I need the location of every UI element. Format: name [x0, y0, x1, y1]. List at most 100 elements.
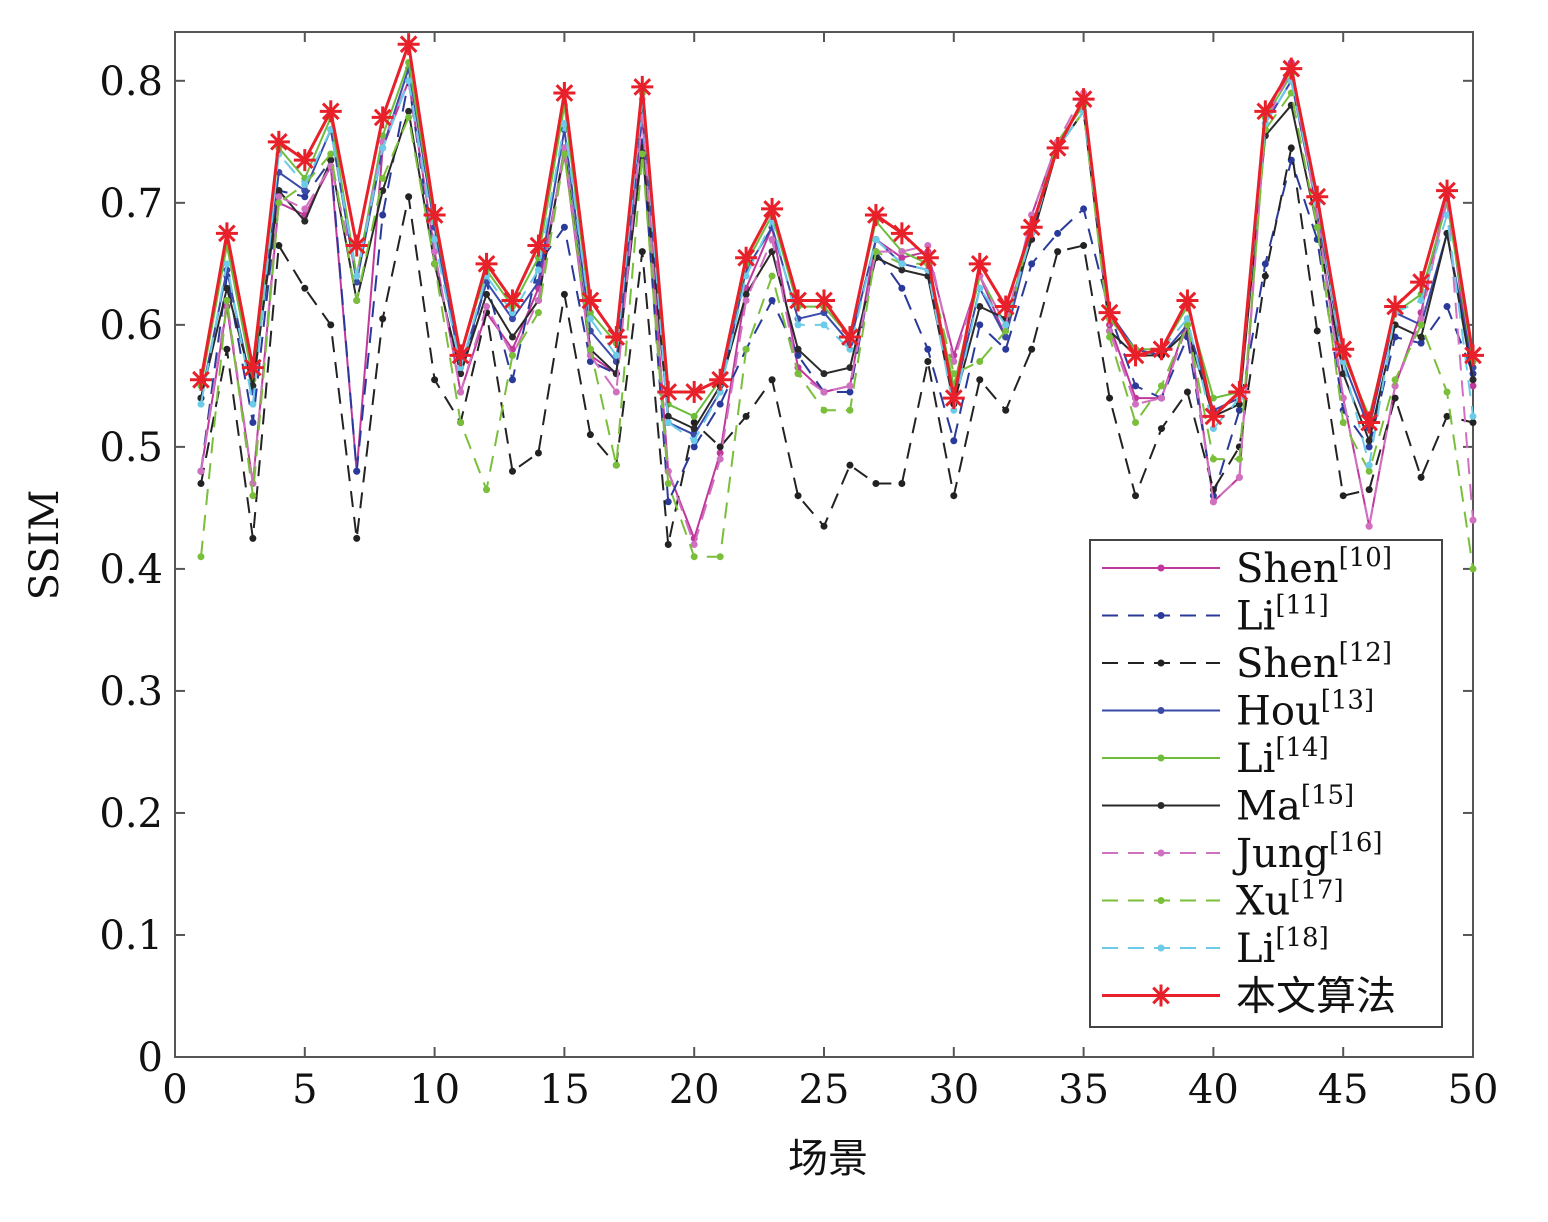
data-point [976, 376, 984, 384]
series-line [200, 79, 1474, 503]
data-point [1228, 380, 1251, 403]
legend-item: Hou[13] [1102, 686, 1374, 735]
axis-ticks: 0 5 10 15 20 25 30 35 40 45 50 0 0.1 0.2 0.3 0.4 0.5 0.6 0… [99, 32, 1498, 1113]
data-point [1132, 400, 1140, 408]
data-point [560, 120, 568, 128]
data-point [976, 357, 984, 365]
data-point [872, 479, 880, 487]
data-point [709, 368, 732, 391]
data-point [1339, 357, 1347, 365]
data-point [950, 406, 958, 414]
data-point [683, 380, 706, 403]
data-point [527, 234, 550, 257]
series-2 [197, 144, 1477, 548]
y-tick-label: 0.3 [99, 669, 163, 715]
legend-item: 本文算法 [1102, 974, 1396, 1020]
data-point [768, 235, 776, 243]
data-point [1106, 394, 1114, 402]
data-point [872, 235, 880, 243]
data-point [1280, 57, 1303, 80]
data-point [379, 174, 387, 182]
data-point [1358, 411, 1381, 434]
data-point [1365, 486, 1373, 494]
y-tick-label: 0.6 [99, 303, 163, 349]
data-point [586, 315, 594, 323]
data-point [916, 246, 939, 269]
data-point [846, 364, 854, 372]
data-point [1098, 301, 1121, 324]
data-point [1469, 376, 1477, 384]
data-point [690, 437, 698, 445]
data-point [431, 248, 439, 256]
data-point [631, 75, 654, 98]
series-7 [197, 89, 1477, 573]
series-layer [189, 33, 1484, 573]
data-point [1054, 248, 1062, 256]
data-point [1209, 455, 1217, 463]
series-line [200, 92, 1474, 570]
data-point [379, 315, 387, 323]
data-point [1209, 425, 1217, 433]
x-tick-label: 45 [1318, 1067, 1369, 1113]
data-point [197, 400, 205, 408]
data-point [275, 193, 283, 201]
data-point [560, 223, 568, 231]
data-point [1462, 344, 1484, 367]
data-point [1365, 467, 1373, 475]
data-point [508, 333, 516, 341]
data-point [215, 222, 238, 245]
legend-item: Li[18] [1102, 923, 1329, 972]
data-point [560, 144, 568, 152]
legend-label: Shen[10] [1236, 543, 1392, 592]
data-point [534, 266, 542, 274]
data-point [449, 344, 472, 367]
data-point [664, 418, 672, 426]
data-point [838, 326, 861, 349]
data-point [1391, 394, 1399, 402]
data-point [820, 388, 828, 396]
series-line [200, 146, 1474, 546]
series-line [200, 61, 1474, 540]
data-point [586, 431, 594, 439]
data-point [735, 246, 758, 269]
x-tick-label: 20 [669, 1067, 720, 1113]
data-point [768, 272, 776, 280]
data-point [1028, 211, 1036, 219]
data-point [742, 296, 750, 304]
data-point [379, 187, 387, 195]
data-point [508, 351, 516, 359]
data-point [1106, 333, 1114, 341]
data-point [1365, 461, 1373, 469]
series-6 [197, 65, 1477, 548]
legend-swatch-marker [1157, 944, 1165, 952]
legend-label: Xu[17] [1236, 876, 1344, 925]
legend-label: Hou[13] [1236, 686, 1374, 735]
data-point [768, 296, 776, 304]
data-point [1002, 321, 1010, 329]
data-point [612, 351, 620, 359]
series-line [200, 67, 1474, 546]
x-tick-label: 25 [799, 1067, 850, 1113]
data-point [483, 303, 491, 311]
data-point [846, 388, 854, 396]
data-point [1002, 327, 1010, 335]
data-point [405, 107, 413, 115]
data-point [1313, 327, 1321, 335]
data-point [820, 309, 828, 317]
data-point [898, 254, 906, 262]
data-point [1183, 315, 1191, 323]
data-point [379, 211, 387, 219]
data-point [1339, 418, 1347, 426]
data-point [1106, 327, 1114, 335]
data-point [1209, 394, 1217, 402]
data-point [1209, 498, 1217, 506]
data-point [586, 345, 594, 353]
data-point [1157, 394, 1165, 402]
data-point [1417, 321, 1425, 329]
data-point [1443, 303, 1451, 311]
data-point [241, 356, 264, 379]
data-point [1028, 260, 1036, 268]
data-point [1339, 492, 1347, 500]
data-point [431, 260, 439, 268]
data-point [742, 272, 750, 280]
